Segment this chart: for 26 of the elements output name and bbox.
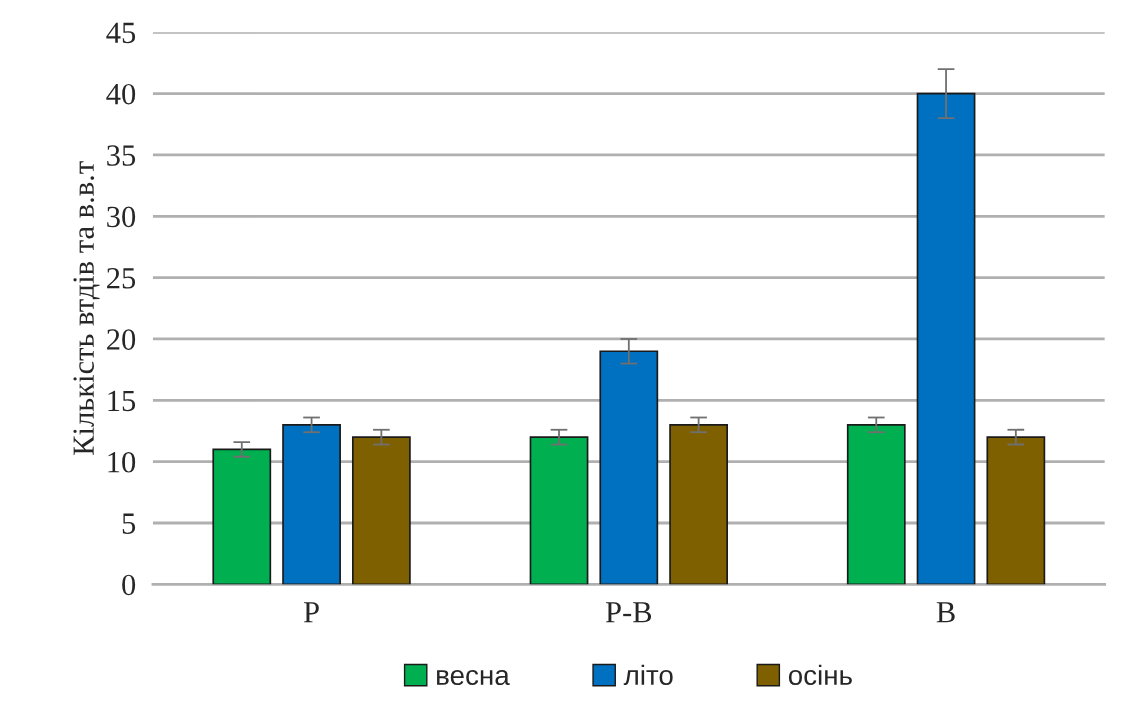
y-tick-label: 45 (106, 22, 136, 44)
y-tick-label: 5 (122, 513, 136, 534)
legend-label: осінь (788, 664, 852, 686)
y-tick-label: 30 (107, 206, 136, 228)
y-tick-label: 25 (107, 268, 136, 289)
x-tick-label: В (936, 602, 955, 623)
bar (599, 350, 659, 585)
bar (351, 436, 411, 585)
y-tick-label: 15 (108, 390, 136, 412)
y-tick-label: 10 (108, 451, 136, 473)
bar (669, 424, 728, 585)
legend-label: літо (623, 664, 673, 686)
bar (529, 436, 589, 585)
bar (282, 424, 341, 585)
y-tick-label: 20 (107, 329, 136, 350)
x-tick-label: Р-В (605, 602, 652, 623)
bar (986, 436, 1046, 585)
legend-label: весна (437, 669, 510, 686)
y-tick-label: 35 (107, 145, 136, 166)
y-tick-label: 0 (122, 574, 136, 596)
bar (212, 448, 272, 585)
x-tick-label: Р (303, 602, 319, 623)
bar (916, 92, 976, 585)
y-tick-label: 40 (106, 83, 136, 105)
bar (846, 424, 906, 585)
y-axis-title: Кількість втдів та в.в.т (73, 161, 100, 455)
